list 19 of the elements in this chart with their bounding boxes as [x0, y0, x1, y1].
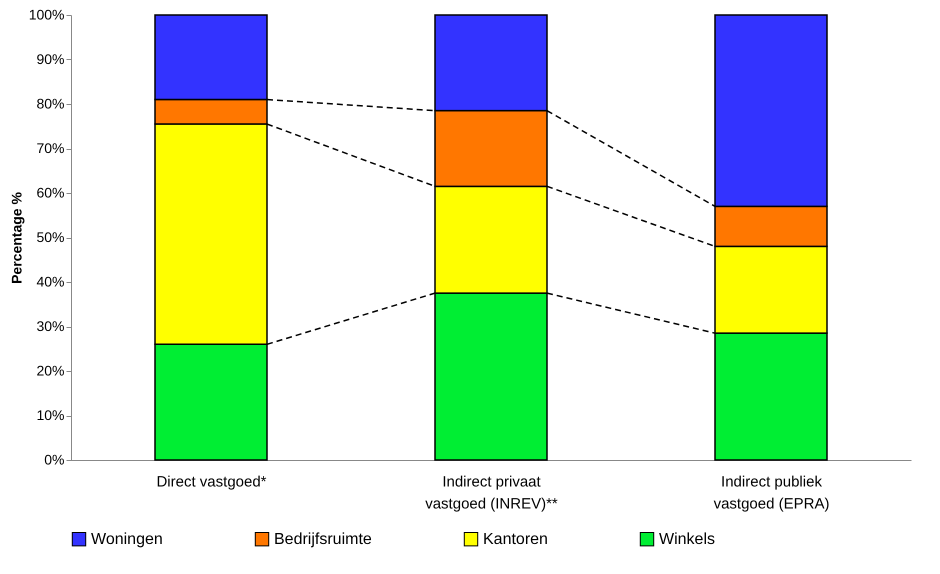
y-tick-label: 0%	[44, 452, 64, 468]
y-axis-title: Percentage %	[8, 192, 25, 284]
y-tick-label: 50%	[36, 229, 64, 245]
legend-label: Kantoren	[483, 531, 548, 548]
legend-label: Bedrijfsruimte	[274, 531, 372, 548]
y-tick-label: 20%	[36, 362, 64, 378]
x-tick-label: Direct vastgoed*	[156, 474, 267, 490]
legend-label: Winkels	[659, 531, 716, 548]
y-tick-label: 10%	[36, 407, 64, 423]
x-tick-label: Indirect publiek vastgoed (EPRA)	[714, 474, 830, 512]
y-tick-label: 30%	[36, 318, 64, 334]
y-tick-label: 90%	[36, 51, 64, 67]
x-tick-label: Indirect privaat vastgoed (INREV)**	[425, 474, 558, 512]
y-tick-label: 40%	[36, 274, 64, 290]
legend-label: Woningen	[91, 531, 163, 548]
y-tick-label: 70%	[36, 140, 64, 156]
y-tick-label: 100%	[28, 6, 64, 22]
y-tick-label: 80%	[36, 96, 64, 112]
y-tick-label: 60%	[36, 184, 64, 200]
